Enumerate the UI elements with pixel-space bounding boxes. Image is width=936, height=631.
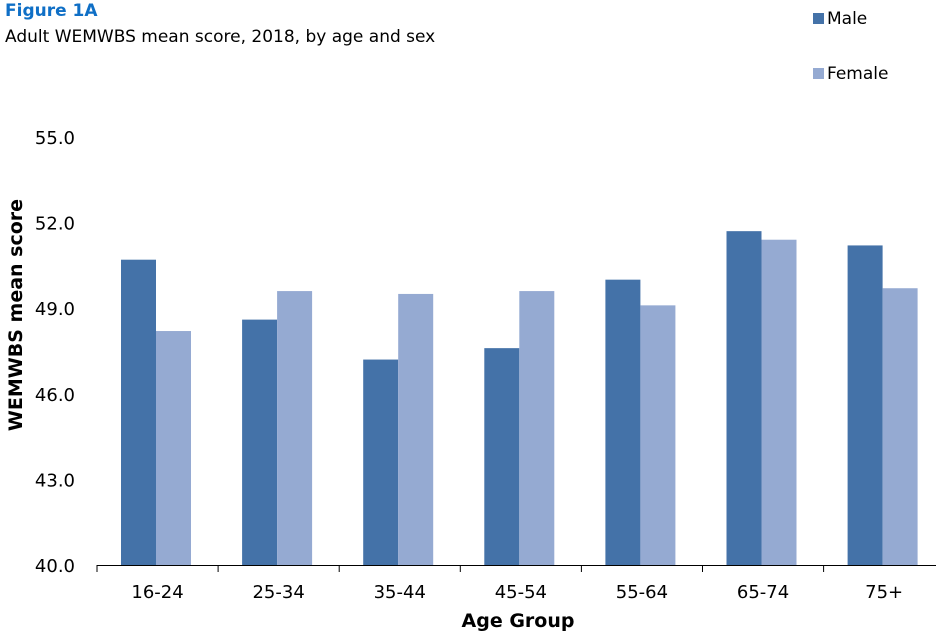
- legend-item-female: Female: [813, 64, 888, 84]
- x-axis-title: Age Group: [462, 610, 575, 631]
- legend-swatch-female: [813, 68, 824, 79]
- bar-male-25-34: [242, 319, 278, 565]
- legend-swatch-male: [813, 13, 824, 24]
- x-tick-label: 65-74: [737, 582, 789, 603]
- y-axis-ticks: 40.0 43.0 46.0 49.0 52.0 55.0: [35, 128, 75, 577]
- bar-female-45-54: [519, 291, 555, 565]
- x-tick-label: 75+: [865, 582, 903, 603]
- bar-female-35-44: [398, 293, 434, 565]
- bar-female-65-74: [761, 239, 797, 565]
- y-tick-label: 52.0: [35, 214, 75, 235]
- bar-female-25-34: [277, 291, 313, 565]
- figure-label: Figure 1A: [5, 1, 98, 21]
- bar-male-65-74: [726, 231, 762, 565]
- bar-male-45-54: [484, 348, 520, 565]
- bar-male-75+: [847, 245, 883, 565]
- legend-item-male: Male: [813, 9, 867, 29]
- bar-female-55-64: [640, 305, 676, 565]
- legend-label-female: Female: [827, 64, 889, 84]
- y-tick-label: 55.0: [35, 128, 75, 149]
- x-tick-label: 16-24: [131, 582, 183, 603]
- figure-title: Adult WEMWBS mean score, 2018, by age an…: [5, 27, 436, 47]
- x-tick-label: 45-54: [495, 582, 547, 603]
- y-tick-label: 49.0: [35, 299, 75, 320]
- y-tick-label: 43.0: [35, 470, 75, 491]
- bar-female-16-24: [156, 331, 191, 565]
- y-tick-label: 46.0: [35, 385, 75, 406]
- bar-male-55-64: [605, 279, 641, 565]
- x-tick-label: 25-34: [252, 582, 304, 603]
- y-axis-title: WEMWBS mean score: [5, 199, 27, 431]
- y-tick-label: 40.0: [35, 556, 75, 577]
- x-tick-label: 35-44: [374, 582, 426, 603]
- bar-male-16-24: [121, 259, 156, 565]
- bar-female-75+: [882, 288, 918, 565]
- bar-male-35-44: [363, 359, 399, 565]
- legend-label-male: Male: [827, 9, 868, 29]
- x-axis-ticks: 16-24 25-34 35-44 45-54 55-64 65-74 75+: [96, 565, 903, 603]
- x-tick-label: 55-64: [616, 582, 668, 603]
- chart-bars: [121, 231, 918, 565]
